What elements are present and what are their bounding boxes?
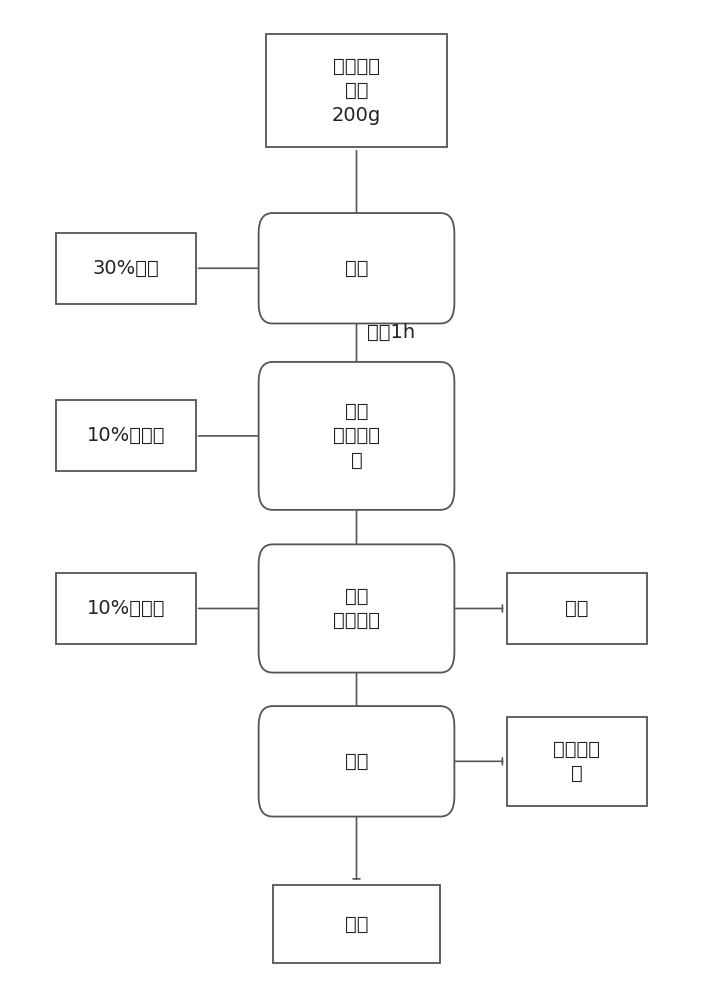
Text: 氧化
出碘蒸气: 氧化 出碘蒸气 [333,587,380,630]
FancyBboxPatch shape [259,544,454,673]
FancyBboxPatch shape [259,213,454,323]
Text: 粗碘: 粗碘 [565,599,588,618]
FancyBboxPatch shape [56,400,195,471]
Text: 热滤: 热滤 [345,752,368,771]
FancyBboxPatch shape [507,717,647,806]
FancyBboxPatch shape [259,706,454,817]
Text: 10%双氧水: 10%双氧水 [86,426,165,445]
Text: 30%硫酸: 30%硫酸 [93,259,159,278]
Text: 碘化亚铜
废料
200g: 碘化亚铜 废料 200g [332,57,381,125]
FancyBboxPatch shape [259,362,454,510]
Text: 硫酸铜溶
液: 硫酸铜溶 液 [553,740,600,783]
Text: 回流1h: 回流1h [367,323,415,342]
FancyBboxPatch shape [507,573,647,644]
FancyBboxPatch shape [56,233,195,304]
Text: 10%双氧水: 10%双氧水 [86,599,165,618]
Text: 氧化
未出碘蒸
气: 氧化 未出碘蒸 气 [333,402,380,470]
FancyBboxPatch shape [272,885,441,963]
FancyBboxPatch shape [56,573,195,644]
Text: 酸煮: 酸煮 [345,259,368,278]
Text: 废渣: 废渣 [345,915,368,934]
FancyBboxPatch shape [266,34,447,147]
